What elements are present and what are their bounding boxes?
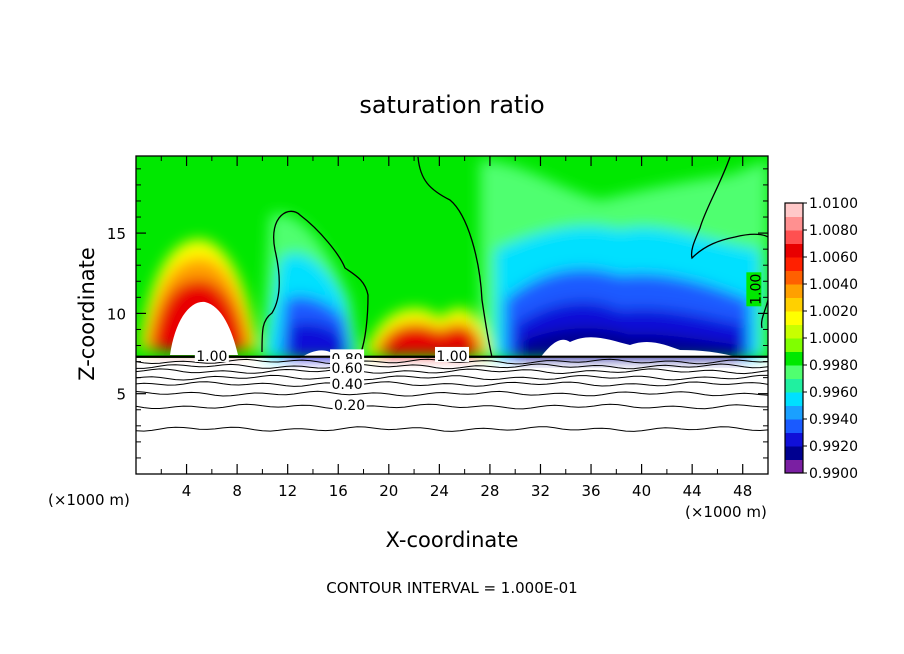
colorbar-label: 0.9900 — [809, 466, 858, 482]
colorbar-swatch — [785, 324, 803, 339]
x-axis: 4 8 12 16 20 24 28 32 36 40 44 48 — [160, 156, 752, 500]
blob-dark-blue — [288, 322, 348, 358]
x-tick-label: 28 — [480, 482, 499, 500]
colorbar-label: 1.0060 — [809, 250, 858, 266]
y-tick-label: 10 — [107, 305, 126, 323]
contour-line — [136, 363, 768, 370]
colorbar-swatch — [785, 392, 803, 406]
contour-line — [136, 358, 768, 365]
contour-label-bg — [332, 395, 367, 411]
colorbar-swatch — [785, 216, 803, 231]
contour-label-bg — [330, 359, 365, 374]
colorbar-label: 1.0040 — [809, 277, 858, 293]
contour-line — [136, 381, 768, 387]
x-tick-label: 40 — [632, 482, 651, 500]
contour-label: 0.40 — [332, 377, 363, 393]
colorbar-label: 0.9940 — [809, 412, 858, 428]
x-tick-label: 48 — [733, 482, 752, 500]
chart-title: saturation ratio — [359, 91, 544, 119]
contour-line — [136, 403, 768, 410]
x-axis-unit-left: (×1000 m) — [48, 491, 130, 509]
colorbar-label: 0.9980 — [809, 358, 858, 374]
colorbar-label: 1.0020 — [809, 304, 858, 320]
colorbar-swatch — [785, 257, 803, 271]
x-tick-label: 44 — [683, 482, 702, 500]
colorbar-swatch — [785, 270, 803, 285]
contour-line — [136, 368, 768, 375]
colorbar-swatch — [785, 297, 803, 312]
colorbar-swatch — [785, 351, 803, 366]
contour-line-1.00 — [760, 299, 768, 329]
contour-label: 1.00 — [436, 349, 467, 365]
contour-label: 0.60 — [332, 361, 363, 377]
colorbar-swatch — [785, 405, 803, 420]
contour-1.00 — [261, 156, 768, 358]
contour-line — [136, 426, 768, 432]
colorbar-swatch — [785, 432, 803, 447]
colorbar-swatch — [785, 446, 803, 460]
contour-interval-note: CONTOUR INTERVAL = 1.000E-01 — [326, 579, 577, 597]
colorbar-label: 1.0080 — [809, 223, 858, 239]
contour-label-bg — [435, 346, 469, 362]
colorbar-swatch — [785, 311, 803, 325]
plot-frame — [135, 155, 769, 475]
colorbar-label: 0.9920 — [809, 439, 858, 455]
colorbar-swatch — [785, 459, 803, 474]
colorbar-swatch — [785, 230, 803, 244]
colorbar-label: 1.0000 — [809, 331, 858, 347]
x-tick-label: 4 — [182, 482, 192, 500]
colorbar-swatch — [785, 419, 803, 433]
contour-label-bg — [194, 346, 229, 362]
x-axis-label: X-coordinate — [386, 528, 519, 552]
colorbar-swatch — [785, 338, 803, 352]
contour-label: 1.00 — [196, 349, 227, 365]
x-tick-label: 12 — [278, 482, 297, 500]
white-region — [540, 337, 740, 358]
contour-line-1.00 — [261, 210, 369, 356]
x-tick-label: 24 — [430, 482, 449, 500]
contour-line — [136, 390, 768, 397]
x-tick-label: 36 — [581, 482, 600, 500]
y-axis-label: Z-coordinate — [75, 247, 99, 381]
colorbar-label: 0.9960 — [809, 385, 858, 401]
colorbar-label: 1.0100 — [809, 196, 858, 212]
x-axis-unit-right: (×1000 m) — [685, 503, 767, 521]
colorbar-swatch — [785, 203, 803, 217]
x-tick-label: 8 — [232, 482, 242, 500]
colorbar-swatch — [785, 365, 803, 379]
y-tick-label: 15 — [107, 225, 126, 243]
x-tick-label: 20 — [379, 482, 398, 500]
plot-area: 1.001.001.000.800.600.400.20 — [136, 156, 768, 474]
x-tick-label: 32 — [531, 482, 550, 500]
contour-label-bg — [746, 272, 762, 307]
colorbar-swatch — [785, 378, 803, 393]
colorbar-swatch — [785, 284, 803, 298]
y-tick-label: 5 — [116, 386, 126, 404]
contour-line-1.00 — [417, 156, 493, 358]
x-tick-label: 16 — [329, 482, 348, 500]
contour-label-bg — [330, 375, 365, 391]
contour-line — [136, 374, 768, 381]
white-region — [170, 301, 238, 355]
colorbar: 1.0100 1.0080 1.0060 1.0040 1.0020 1.0000 0.99… — [784, 196, 858, 482]
contour-label: 0.20 — [334, 398, 365, 414]
y-axis: 5 10 15 — [107, 168, 768, 459]
contour-label: 1.00 — [748, 274, 764, 305]
contour-line-1.00 — [690, 156, 768, 260]
colorbar-swatch — [785, 243, 803, 258]
